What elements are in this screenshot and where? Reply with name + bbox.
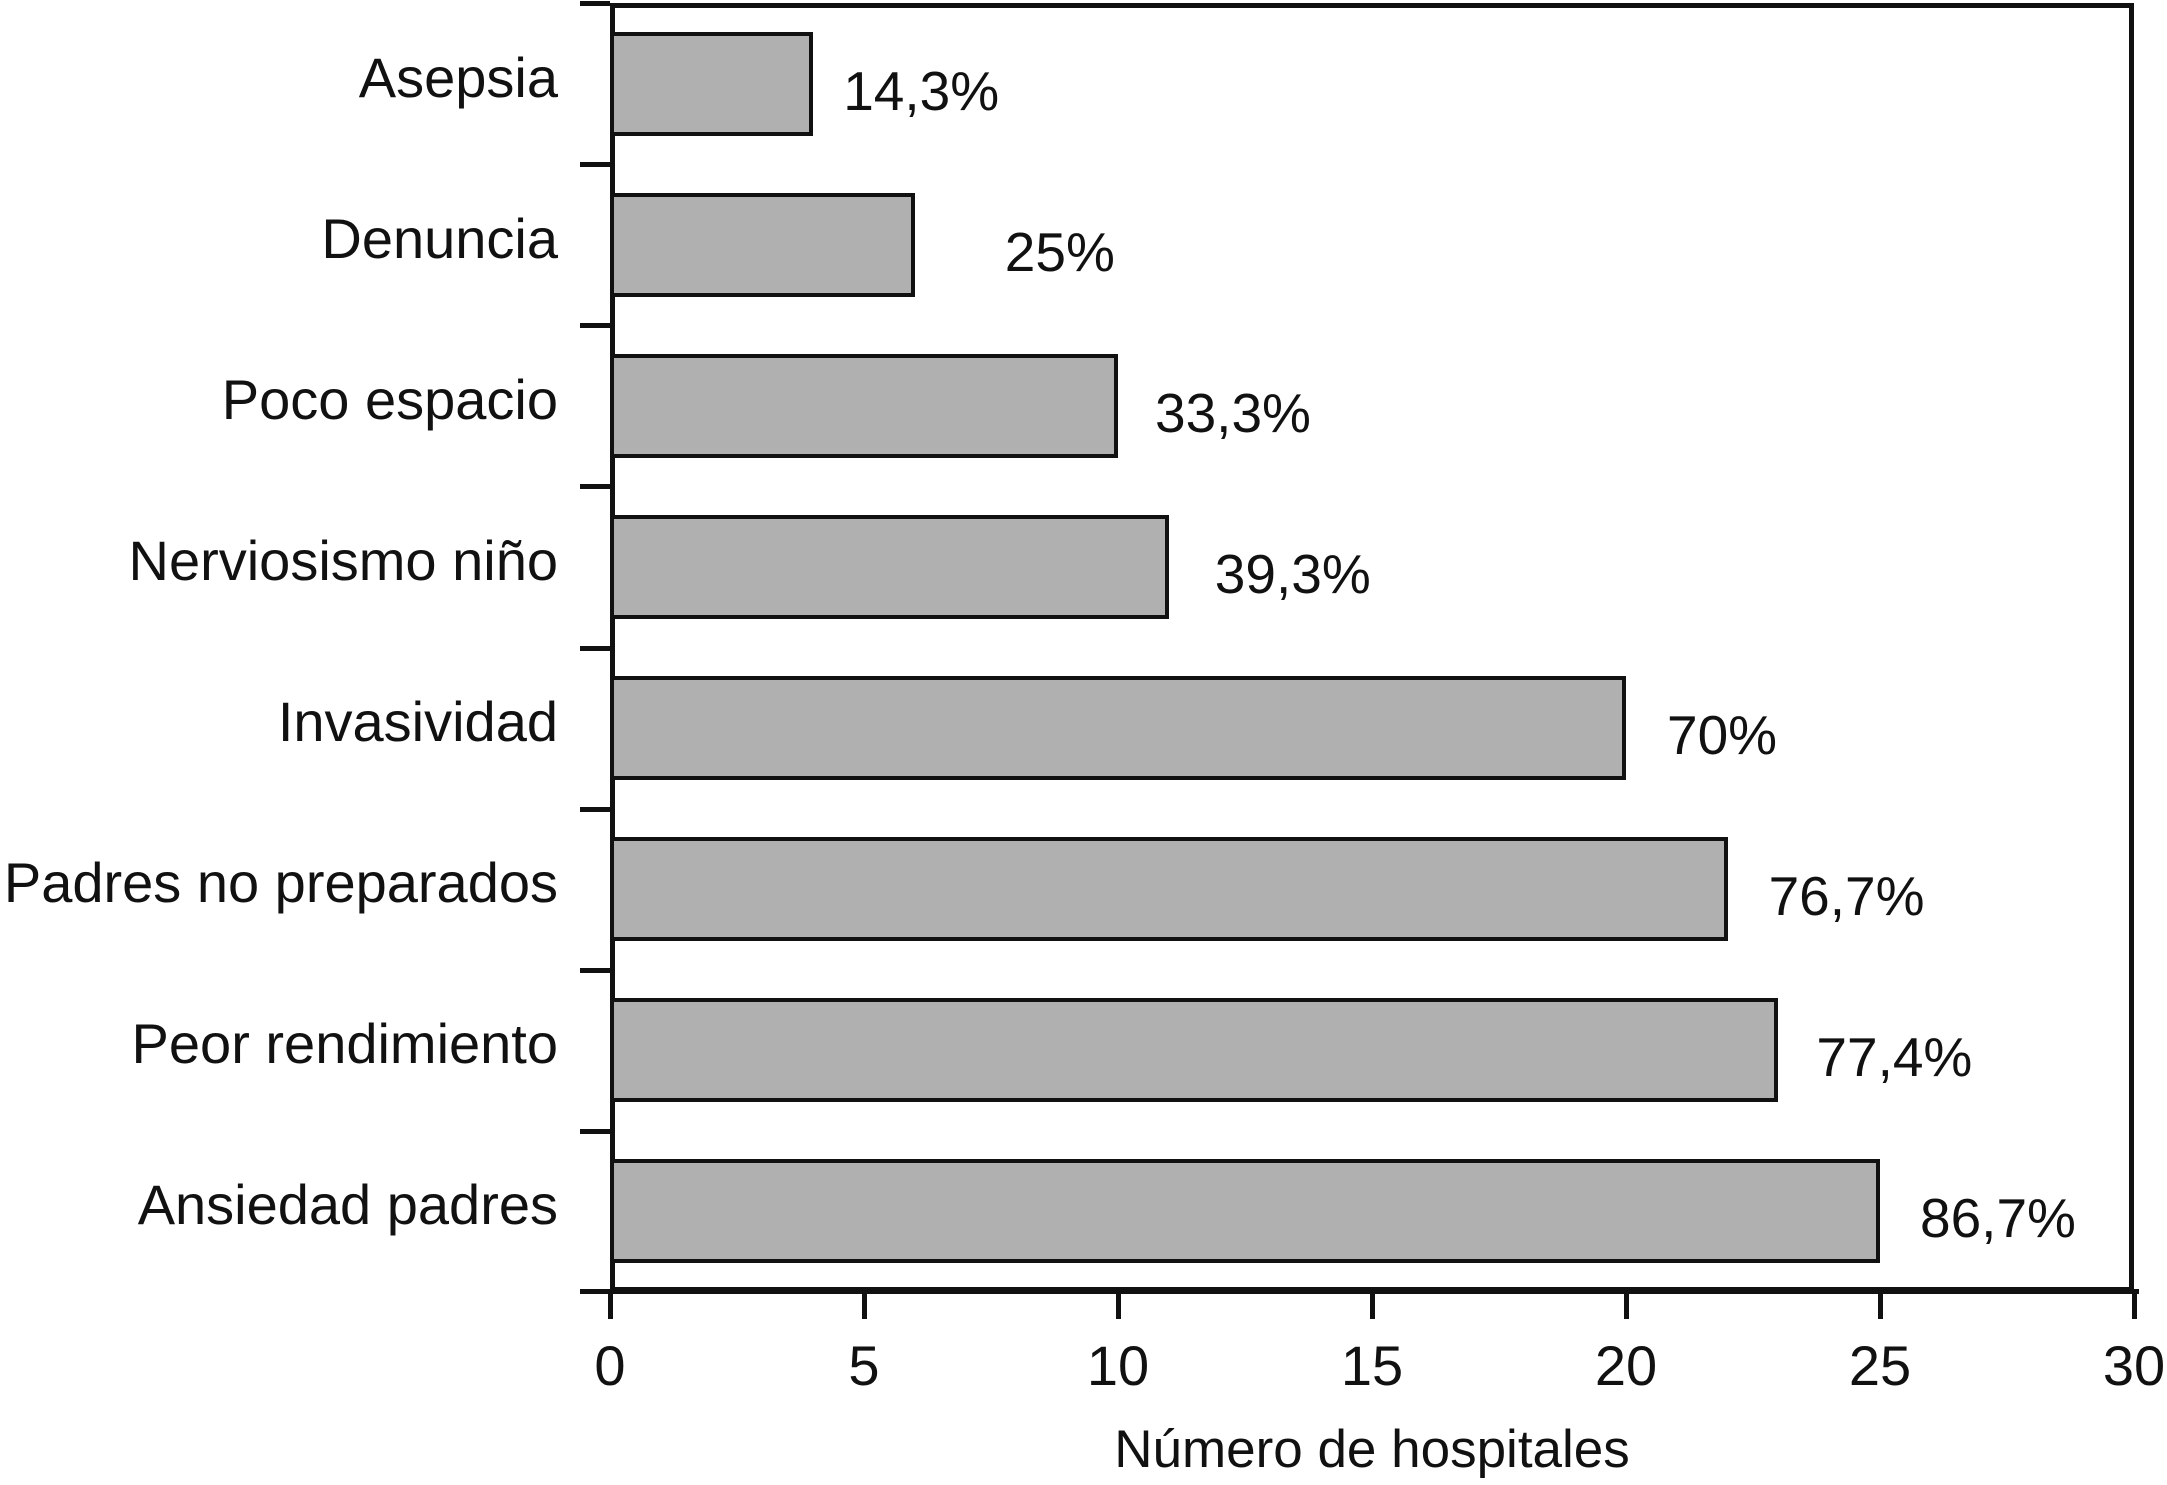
bar [610, 192, 915, 297]
x-tick [1878, 1292, 1883, 1319]
x-tick-label: 20 [1594, 1334, 1658, 1397]
bar [610, 837, 1728, 942]
x-tick-label: 25 [1848, 1334, 1912, 1397]
value-label: 39,3% [1214, 542, 1371, 605]
bar [610, 1159, 1880, 1264]
value-label: 77,4% [1816, 1026, 1973, 1089]
category-tick [580, 1, 610, 6]
x-axis-line [580, 1289, 2139, 1294]
bar [610, 31, 814, 136]
category-tick [580, 162, 610, 168]
bar [610, 676, 1626, 781]
value-label: 86,7% [1920, 1187, 2076, 1250]
value-label: 33,3% [1155, 381, 1311, 444]
x-tick-label: 5 [848, 1334, 880, 1397]
category-label: Poco espacio [221, 367, 558, 431]
x-tick [2132, 1292, 2137, 1319]
bar [610, 514, 1169, 619]
value-label: 70% [1667, 704, 1778, 767]
category-label: Padres no preparados [3, 851, 558, 915]
category-label: Invasividad [277, 690, 558, 754]
category-tick [580, 484, 610, 490]
category-label: Denuncia [321, 206, 558, 270]
category-tick [580, 323, 610, 329]
value-label: 76,7% [1768, 865, 1925, 928]
x-tick-label: 15 [1340, 1334, 1404, 1397]
category-label: Peor rendimiento [131, 1012, 558, 1076]
value-label: 14,3% [843, 59, 1000, 122]
x-tick-label: 0 [594, 1334, 626, 1397]
x-axis-title: Número de hospitales [1114, 1420, 1630, 1479]
x-tick [1116, 1292, 1121, 1319]
x-tick [608, 1292, 613, 1319]
category-tick [580, 967, 610, 973]
x-tick-label: 30 [2102, 1334, 2166, 1397]
category-label: Asepsia [358, 45, 558, 109]
category-tick [580, 1128, 610, 1134]
bar [610, 998, 1779, 1103]
x-tick-label: 10 [1086, 1334, 1150, 1397]
category-tick [580, 806, 610, 812]
x-tick [1624, 1292, 1629, 1319]
category-tick [580, 645, 610, 651]
x-tick [862, 1292, 867, 1319]
x-tick [1370, 1292, 1375, 1319]
category-label: Ansiedad padres [137, 1173, 558, 1237]
bar [610, 353, 1118, 458]
category-label: Nerviosismo niño [128, 528, 559, 592]
value-label: 25% [1004, 220, 1115, 283]
